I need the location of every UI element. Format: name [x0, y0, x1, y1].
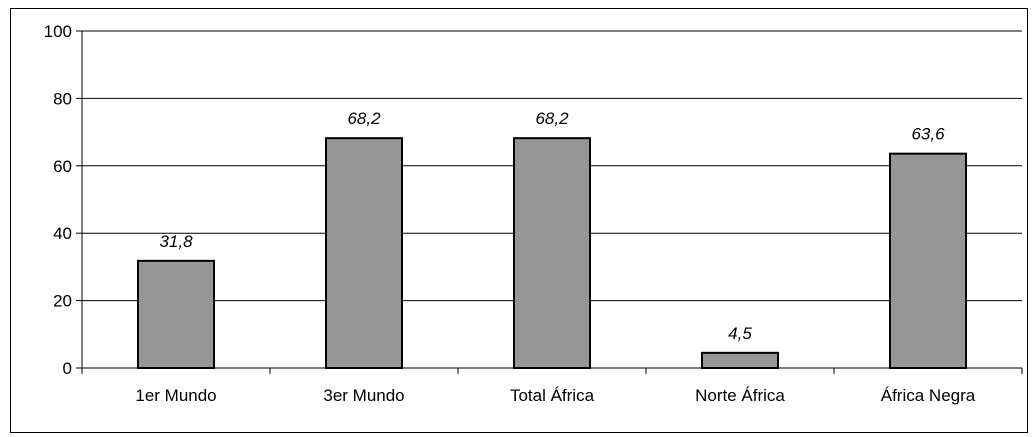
- data-label: 63,6: [911, 125, 945, 144]
- x-category-label: 1er Mundo: [135, 386, 216, 405]
- y-tick-label: 100: [44, 22, 72, 41]
- y-tick-label: 20: [53, 292, 72, 311]
- y-tick-label: 80: [53, 89, 72, 108]
- x-category-label: Norte África: [695, 386, 785, 405]
- data-label: 31,8: [159, 232, 193, 251]
- data-label: 68,2: [535, 109, 569, 128]
- bar--frica-negra: [889, 152, 967, 369]
- y-tick-label: 40: [53, 224, 72, 243]
- y-tick-label: 0: [63, 359, 72, 378]
- x-category-label: 3er Mundo: [323, 386, 404, 405]
- bar-3er-mundo: [325, 137, 403, 369]
- bar-1er-mundo: [137, 259, 215, 370]
- data-label: 68,2: [347, 109, 381, 128]
- data-label: 4,5: [728, 324, 752, 343]
- y-tick-label: 60: [53, 157, 72, 176]
- x-category-label: Total África: [510, 386, 595, 405]
- x-category-label: África Negra: [881, 386, 976, 405]
- bar-total-frica: [513, 137, 591, 369]
- bar-norte-frica: [701, 351, 779, 369]
